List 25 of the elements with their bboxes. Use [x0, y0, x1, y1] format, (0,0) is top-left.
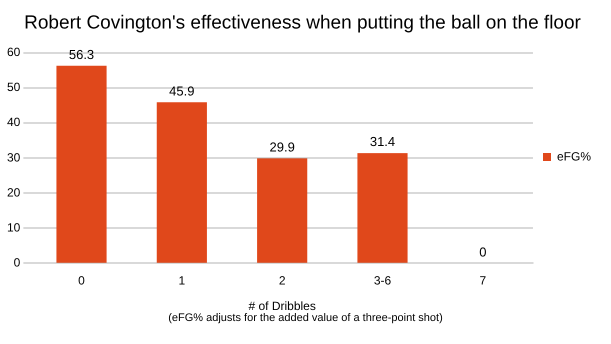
- data-label: 56.3: [68, 46, 94, 62]
- x-tick-label: 7: [479, 274, 486, 288]
- data-label: 31.4: [370, 134, 396, 150]
- y-tick-label: 20: [6, 185, 21, 200]
- y-tick-label: 10: [6, 220, 21, 234]
- text: (eFG% adjusts for the added value of a three-point shot): [167, 312, 444, 324]
- data-label: 45.9: [169, 83, 194, 98]
- x-tick-label: 2: [278, 274, 286, 288]
- x-axis-title: # of Dribbles: [248, 299, 316, 314]
- y-tick-label: 50: [6, 80, 21, 94]
- y-tick-label: 40: [6, 115, 21, 130]
- bar: [56, 66, 107, 263]
- x-tick-label: 1: [178, 274, 186, 288]
- bar: [257, 158, 308, 263]
- bar: [156, 102, 207, 263]
- y-tick-label: 60: [6, 45, 21, 60]
- data-label: 29.9: [270, 139, 295, 154]
- bar: [357, 153, 408, 263]
- y-tick-label: 0: [14, 256, 21, 270]
- y-tick-label: 30: [6, 150, 21, 164]
- chart-title: Robert Covington's effectiveness when putting the ball on the floor: [24, 12, 582, 34]
- legend-label: eFG%: [556, 149, 592, 164]
- x-tick-label: 0: [78, 274, 86, 288]
- x-tick-label: 3-6: [374, 274, 392, 288]
- data-label: 0: [479, 244, 486, 260]
